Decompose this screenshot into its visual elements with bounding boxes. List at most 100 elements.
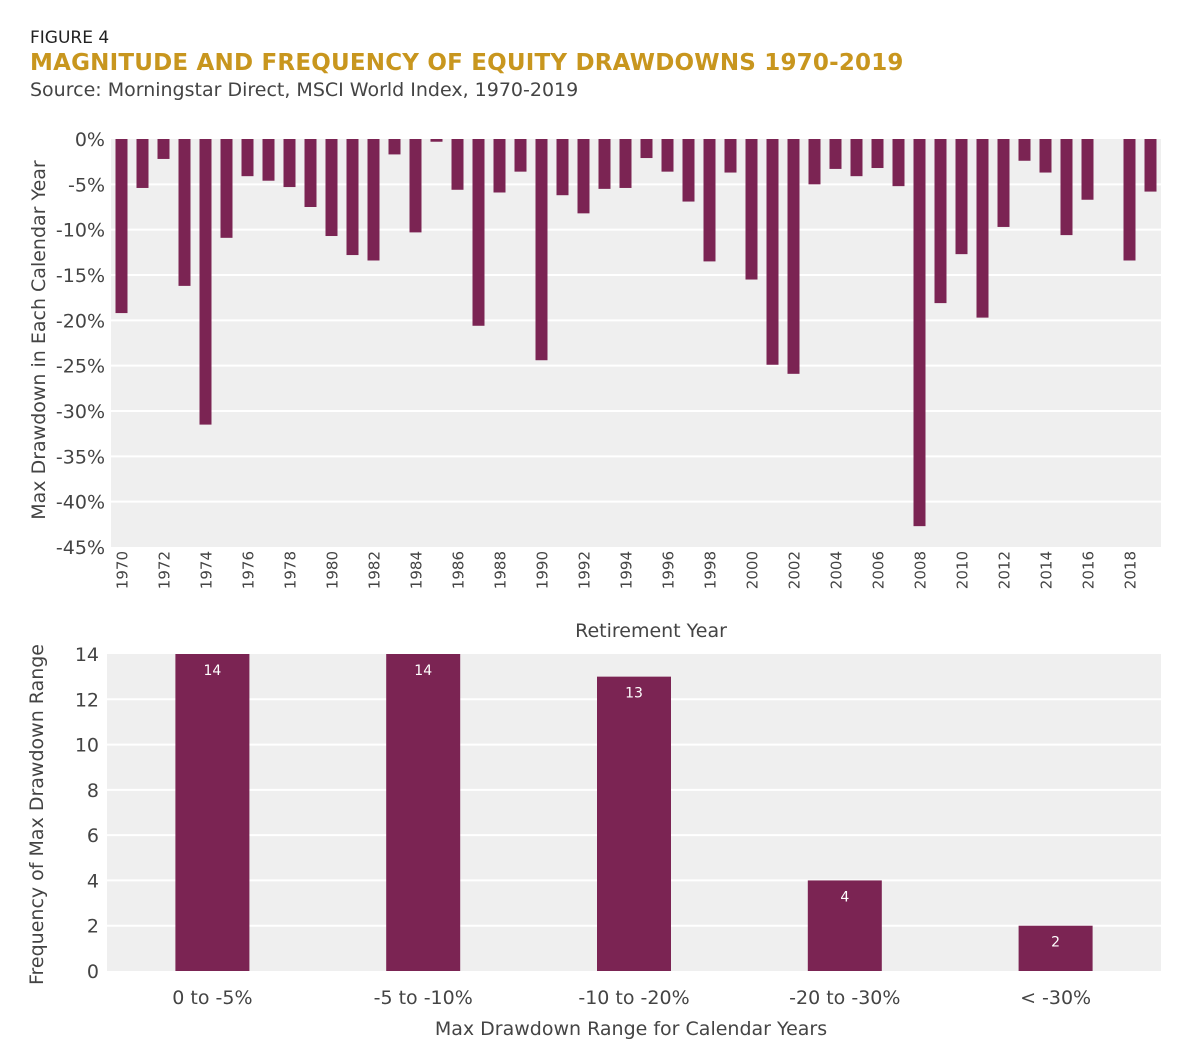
x-tick-label: 1970 [114, 551, 132, 589]
bar-1979 [304, 139, 317, 207]
bar-2018 [1123, 139, 1136, 261]
bar-1983 [388, 139, 401, 155]
bar-1984 [409, 139, 422, 233]
bar-1974 [199, 139, 212, 425]
bar-data-label: 2 [1051, 935, 1060, 951]
x-tick-label: 1994 [618, 551, 636, 589]
bar-2019 [1144, 139, 1157, 192]
bar-2000 [745, 139, 758, 280]
y-tick-label: -20% [56, 310, 105, 332]
bar-2003 [808, 139, 821, 185]
bar-range-1 [175, 654, 250, 971]
x-tick-label: 0 to -5% [172, 987, 252, 1009]
bar-range-4 [807, 880, 882, 971]
y-tick-label: -35% [56, 446, 105, 468]
y-tick-label: 0 [87, 961, 99, 983]
x-tick-label: -10 to -20% [578, 987, 689, 1009]
bar-1972 [157, 139, 170, 159]
bar-1975 [220, 139, 233, 238]
bar-1991 [556, 139, 569, 196]
y-tick-label: 12 [75, 689, 99, 711]
y-tick-label: 0% [75, 129, 105, 151]
x-tick-label: 2014 [1038, 551, 1056, 589]
y-tick-label: 8 [87, 780, 99, 802]
bar-1985 [430, 139, 443, 142]
chart-title: MAGNITUDE AND FREQUENCY OF EQUITY DRAWDO… [30, 50, 904, 76]
bar-2007 [892, 139, 905, 187]
y-axis-title: Max Drawdown in Each Calendar Year [28, 160, 50, 520]
bar-1990 [535, 139, 548, 361]
bar-1987 [472, 139, 485, 326]
y-tick-label: -40% [56, 492, 105, 514]
x-tick-label: 1976 [240, 551, 258, 589]
x-tick-label: 2012 [996, 551, 1014, 589]
x-tick-label: 2004 [828, 551, 846, 589]
x-axis-title: Retirement Year [575, 620, 727, 642]
bar-1981 [346, 139, 359, 256]
y-tick-label: -10% [56, 220, 105, 242]
bar-1973 [178, 139, 191, 286]
bar-2006 [871, 139, 884, 169]
bar-2009 [934, 139, 947, 304]
x-tick-label: 1988 [492, 551, 510, 589]
bar-1978 [283, 139, 296, 188]
bar-range-5 [1018, 925, 1093, 971]
bar-1976 [241, 139, 254, 177]
bar-1998 [703, 139, 716, 262]
bar-1977 [262, 139, 275, 181]
bar-1995 [640, 139, 653, 159]
x-tick-label: 2000 [744, 551, 762, 589]
bar-2005 [850, 139, 863, 177]
bar-1999 [724, 139, 737, 173]
y-tick-label: 10 [75, 735, 99, 757]
bar-2004 [829, 139, 842, 169]
bar-2002 [787, 139, 800, 374]
bar-1993 [598, 139, 611, 189]
bar-2013 [1018, 139, 1031, 161]
x-tick-label: -5 to -10% [374, 987, 473, 1009]
x-axis-title: Max Drawdown Range for Calendar Years [435, 1018, 827, 1040]
x-tick-label: 1982 [366, 551, 384, 589]
y-axis-title: Frequency of Max Drawdown Range [26, 644, 48, 985]
x-tick-label: 1986 [450, 551, 468, 589]
bar-range-3 [597, 676, 671, 971]
bar-data-label: 14 [414, 663, 432, 679]
y-tick-label: 4 [87, 870, 99, 892]
bar-range-2 [386, 654, 461, 971]
drawdown-by-year-chart: 0% -5% -10% -15% -20% -25% -30% -35% -40% -45% 197… [28, 129, 1161, 642]
bar-1982 [367, 139, 380, 261]
bar-data-label: 4 [840, 889, 849, 905]
bar-2011 [976, 139, 989, 318]
x-tick-label: 2016 [1080, 551, 1098, 589]
bar-2008 [913, 139, 926, 527]
x-tick-label: 2018 [1122, 551, 1140, 589]
x-tick-label: 2006 [870, 551, 888, 589]
x-tick-label: 1990 [534, 551, 552, 589]
bar-1994 [619, 139, 632, 188]
bar-1996 [661, 139, 674, 172]
y-tick-label: 14 [75, 644, 99, 666]
x-tick-label: 1974 [198, 551, 216, 589]
x-tick-label: 1984 [408, 551, 426, 589]
x-tick-label: 1980 [324, 551, 342, 589]
bar-1986 [451, 139, 464, 190]
x-tick-label: 1996 [660, 551, 678, 589]
bar-2015 [1060, 139, 1073, 236]
bar-2001 [766, 139, 779, 365]
y-tick-label: 2 [87, 916, 99, 938]
x-tick-label: 2010 [954, 551, 972, 589]
bar-1997 [682, 139, 695, 202]
bar-1989 [514, 139, 527, 172]
x-tick-label: -20 to -30% [789, 987, 900, 1009]
x-tick-label: 1978 [282, 551, 300, 589]
x-tick-label: 2008 [912, 551, 930, 589]
y-tick-label: -15% [56, 265, 105, 287]
y-tick-label: -25% [56, 356, 105, 378]
x-tick-label: < -30% [1020, 987, 1091, 1009]
bar-1971 [136, 139, 149, 188]
y-tick-label: -45% [56, 537, 105, 559]
bar-1992 [577, 139, 590, 214]
chart-source: Source: Morningstar Direct, MSCI World I… [30, 79, 579, 101]
bar-1970 [115, 139, 128, 314]
